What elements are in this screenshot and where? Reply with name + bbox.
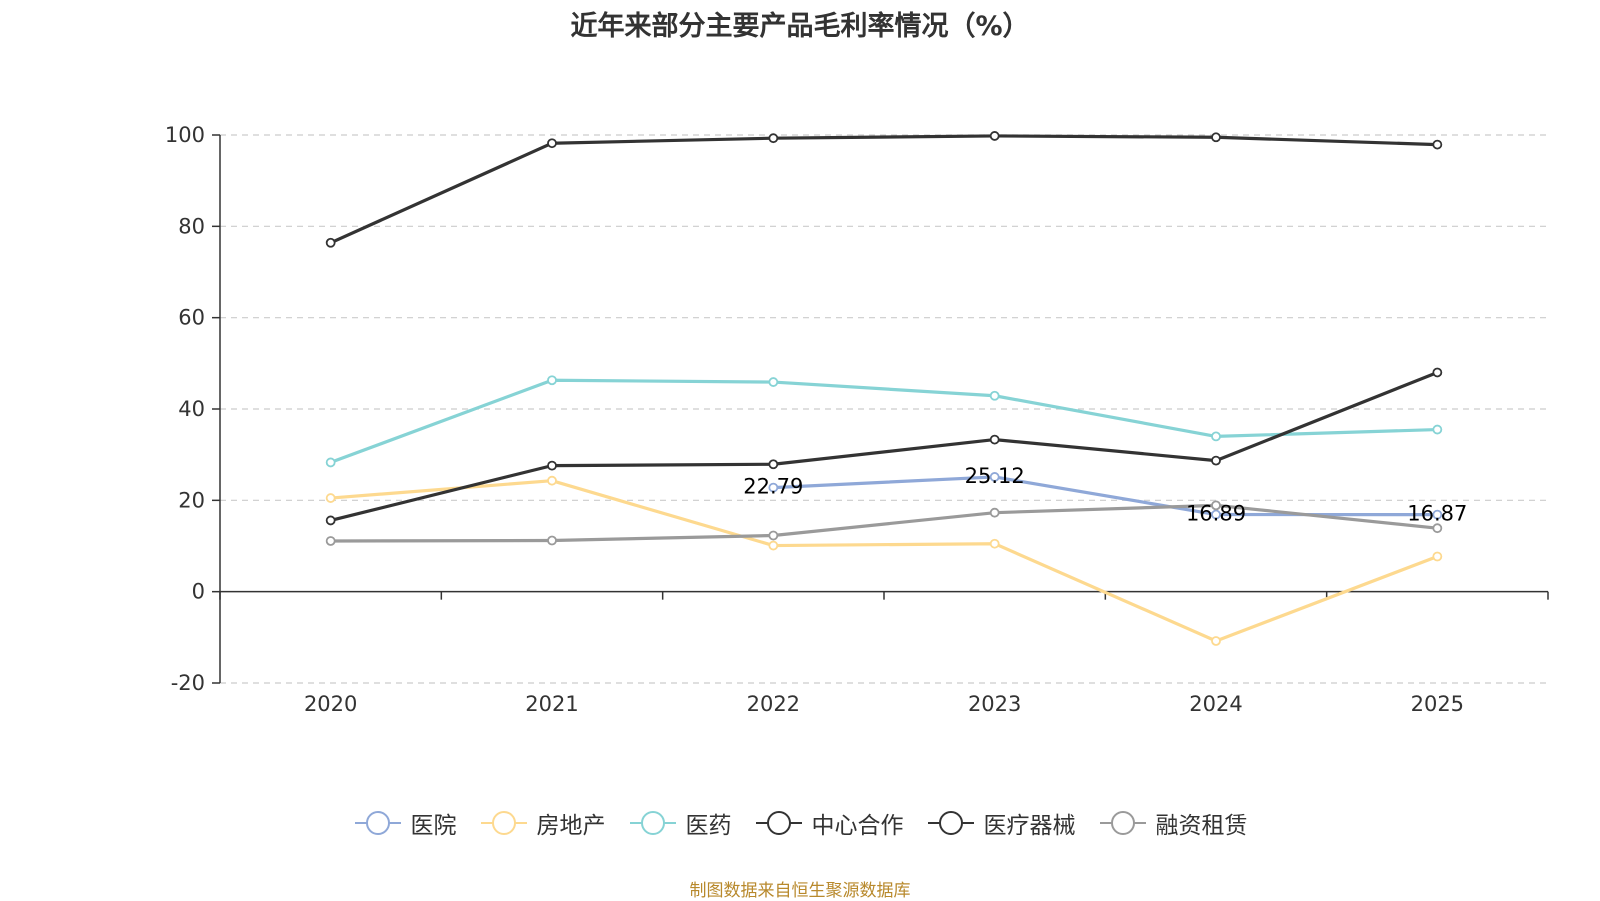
legend-line-circle-icon: [927, 811, 974, 835]
data-point: [768, 377, 779, 387]
data-label: 22.79: [743, 475, 803, 499]
data-point: [1432, 139, 1443, 150]
series-layer: [325, 131, 1443, 646]
series-line-房地产: [330, 479, 1438, 643]
data-point: [989, 507, 1000, 518]
data-point: [1432, 509, 1443, 520]
x-tick-label-2023: 2023: [968, 692, 1021, 716]
legend-line-circle-icon: [1099, 811, 1146, 835]
x-tick-label-2024: 2024: [1189, 692, 1242, 716]
chart-legend: 医院 房地产 医药 中心合作 医疗器械 融资租赁: [0, 805, 1600, 841]
legend-item-医疗器械[interactable]: 医疗器械: [926, 806, 1076, 840]
y-tick-label: 80: [178, 214, 205, 238]
chart-title: 近年来部分主要产品毛利率情况（%）: [570, 11, 1030, 42]
data-label: 16.89: [1186, 502, 1246, 526]
data-point: [547, 535, 557, 546]
data-point: [768, 540, 779, 551]
data-point: [547, 475, 557, 486]
y-tick-label: 100: [165, 123, 205, 147]
data-point: [1211, 509, 1221, 520]
series-医疗器械: [325, 367, 1443, 526]
legend-line-circle-icon: [480, 811, 527, 835]
data-point: [1432, 367, 1443, 378]
source-note: 制图数据来自恒生聚源数据库: [689, 881, 911, 901]
legend-item-房地产[interactable]: 房地产: [479, 806, 606, 840]
data-point: [768, 133, 779, 144]
data-point: [1432, 424, 1443, 435]
data-label: 25.12: [965, 464, 1025, 488]
data-point: [989, 434, 1000, 445]
data-point: [1211, 455, 1221, 466]
legend-label: 中心合作: [811, 813, 904, 839]
series-line-医疗器械: [330, 370, 1438, 522]
legend-line-circle-icon: [629, 811, 676, 835]
legend-item-医药[interactable]: 医药: [628, 806, 732, 840]
data-point: [1211, 132, 1221, 143]
data-point: [989, 538, 1000, 549]
x-tick-label-2025: 2025: [1411, 692, 1464, 716]
data-point: [325, 457, 336, 468]
legend-item-中心合作[interactable]: 中心合作: [754, 806, 904, 840]
series-融资租赁: [325, 500, 1443, 546]
data-point: [1432, 551, 1443, 562]
label-layer: 22.79 25.12 16.89 16.87: [743, 464, 1467, 526]
data-point: [1211, 500, 1221, 511]
data-point: [547, 460, 557, 471]
legend-item-医院[interactable]: 医院: [353, 806, 457, 840]
axis-layer: -20 0 20 40 60 80 100 2020 2021 2022 2023 2024 2025: [165, 123, 1549, 716]
data-point: [989, 390, 1000, 401]
data-label: 16.87: [1407, 502, 1467, 526]
data-point: [1211, 636, 1221, 646]
data-point: [768, 482, 779, 493]
series-房地产: [325, 475, 1443, 646]
legend-label: 房地产: [536, 813, 606, 839]
data-point: [989, 131, 1000, 141]
legend-label: 医院: [410, 813, 457, 839]
legend-label: 医疗器械: [983, 813, 1076, 839]
y-tick-label: 60: [178, 306, 205, 330]
data-point: [768, 459, 779, 470]
series-医院: [768, 472, 1443, 520]
data-point: [547, 375, 557, 386]
legend-line-circle-icon: [354, 811, 401, 835]
legend-item-融资租赁[interactable]: 融资租赁: [1098, 806, 1248, 840]
series-中心合作: [325, 131, 1443, 248]
data-point: [768, 530, 779, 541]
x-tick-label-2021: 2021: [525, 692, 578, 716]
y-tick-label: -20: [171, 671, 205, 695]
series-line-中心合作: [330, 134, 1438, 245]
legend-label: 融资租赁: [1155, 813, 1248, 839]
data-point: [1211, 431, 1221, 442]
series-医药: [325, 375, 1443, 468]
grid-layer: [220, 134, 1548, 684]
data-point: [325, 493, 336, 503]
data-point: [1432, 523, 1443, 534]
x-tick-label-2020: 2020: [304, 692, 357, 716]
data-point: [989, 472, 1000, 482]
legend-label: 医药: [685, 813, 732, 839]
x-tick-label-2022: 2022: [747, 692, 800, 716]
data-point: [325, 515, 336, 526]
y-tick-label: 20: [178, 488, 205, 512]
series-line-融资租赁: [330, 503, 1438, 543]
data-point: [325, 536, 336, 546]
y-tick-label: 0: [192, 580, 205, 604]
y-tick-label: 40: [178, 397, 205, 421]
series-line-医药: [330, 378, 1438, 464]
data-point: [325, 237, 336, 248]
data-point: [547, 138, 557, 149]
series-line-医院: [773, 475, 1438, 517]
legend-line-circle-icon: [755, 811, 802, 835]
